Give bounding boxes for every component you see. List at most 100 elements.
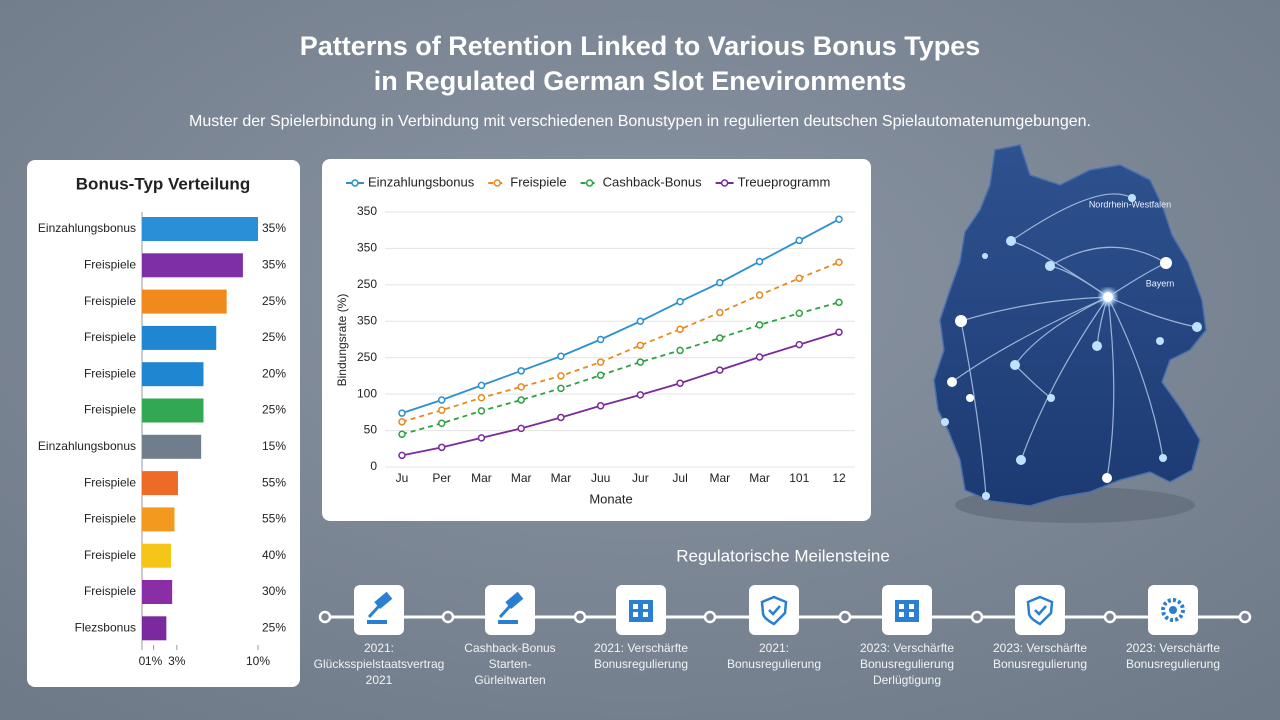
point <box>517 424 525 433</box>
milestone-label: 2023: Verschärfte <box>1126 641 1220 655</box>
point <box>755 257 764 266</box>
point <box>477 381 486 390</box>
icon <box>899 604 904 609</box>
milestone-label: Derlügtigung <box>873 673 941 687</box>
icon <box>1026 595 1054 626</box>
point <box>477 407 486 415</box>
point <box>398 451 406 460</box>
point <box>596 335 605 344</box>
icon <box>1161 598 1185 622</box>
legend-marker <box>351 179 359 187</box>
category-label: Freispiele <box>84 366 136 380</box>
timeline-dot <box>441 610 455 624</box>
point <box>676 346 684 355</box>
title-line: Patterns of Retention Linked to Various … <box>300 31 981 61</box>
x-tick-label: 1% <box>145 654 163 668</box>
legend-label: Einzahlungsbonus <box>368 174 475 189</box>
category-label: Freispiele <box>84 475 136 489</box>
icon <box>643 604 648 609</box>
point <box>676 325 684 334</box>
bar-annotation: 20% <box>262 366 286 380</box>
point <box>835 215 843 224</box>
icon <box>899 612 904 617</box>
legend-marker <box>720 179 729 187</box>
point <box>636 317 645 326</box>
icon <box>909 612 914 617</box>
point <box>755 291 764 299</box>
milestone-box <box>749 585 799 635</box>
y-tick-label: 100 <box>357 386 377 400</box>
point <box>755 321 764 329</box>
milestone-label: Cashback-Bonus <box>464 641 555 655</box>
bar-annotation: 25% <box>262 403 286 417</box>
milestone-label: Bonusregulierung <box>860 657 954 671</box>
y-tick-label: 350 <box>357 313 377 327</box>
milestone-label: Bonusregulierung <box>727 657 821 671</box>
icon <box>633 612 638 617</box>
chart-title: Bonus-Typ Verteilung <box>76 174 250 193</box>
icon <box>367 620 387 624</box>
x-tick-label: Mar <box>551 471 572 485</box>
x-tick-label: Ju <box>396 471 409 485</box>
bar-annotation: 40% <box>262 548 286 562</box>
x-tick-label: 12 <box>832 471 846 485</box>
point <box>437 419 446 428</box>
x-axis-label: Monate <box>589 491 632 506</box>
icon <box>1169 606 1177 614</box>
icon <box>633 604 638 609</box>
map-shape <box>933 144 1207 507</box>
bar <box>142 580 173 604</box>
series-line <box>401 218 840 414</box>
point <box>636 391 645 399</box>
y-tick-label: 0 <box>370 459 377 473</box>
milestone-label: 2021: <box>364 641 394 655</box>
icon <box>895 600 919 622</box>
point <box>755 353 764 361</box>
timeline-title: Regulatorische Meilensteine <box>676 546 890 565</box>
milestone-label: Gürleitwarten <box>474 673 545 687</box>
bar-panel <box>27 160 300 687</box>
category-label: Freispiele <box>84 294 136 308</box>
milestone-label: 2023: Verschärfte <box>993 641 1087 655</box>
point <box>557 413 565 422</box>
point <box>835 298 843 307</box>
y-axis-label: Bindungsrate (%) <box>335 294 349 387</box>
bar <box>142 398 204 423</box>
icon <box>760 595 788 626</box>
icon <box>909 604 914 609</box>
point <box>557 372 565 380</box>
x-tick-label: Mar <box>511 471 532 485</box>
point <box>596 371 605 379</box>
legend-label: Treueprogramm <box>738 174 831 189</box>
map-label: Bayern <box>1146 278 1175 288</box>
milestone-box <box>354 585 404 635</box>
milestone-label: 2021 <box>366 673 393 687</box>
x-tick-label: 3% <box>168 654 186 668</box>
point <box>716 278 724 287</box>
network-nodes <box>941 194 1202 500</box>
category-label: Freispiele <box>84 548 136 562</box>
x-tick-label: Mar <box>749 471 770 485</box>
milestone-label: 2023: Verschärfte <box>860 641 954 655</box>
icon <box>505 591 524 609</box>
bar <box>142 616 167 641</box>
series-line <box>401 301 840 436</box>
point <box>636 358 645 366</box>
legend-marker <box>585 179 594 187</box>
icon <box>768 605 781 616</box>
milestone-label: Bonusregulierung <box>1126 657 1220 671</box>
category-label: Freispiele <box>84 584 136 598</box>
timeline-dot <box>703 610 717 624</box>
timeline-dot <box>838 610 852 624</box>
category-label: Einzahlungsbonus <box>38 221 136 235</box>
point <box>437 396 446 404</box>
timeline-dot <box>1103 610 1117 624</box>
point <box>517 396 525 404</box>
bar <box>142 253 243 278</box>
bar <box>142 507 175 532</box>
icon <box>374 591 393 609</box>
milestone-label: 2021: <box>759 641 789 655</box>
x-tick-label: Mar <box>709 471 730 485</box>
x-tick-label: Per <box>432 471 451 485</box>
icon <box>498 620 518 624</box>
